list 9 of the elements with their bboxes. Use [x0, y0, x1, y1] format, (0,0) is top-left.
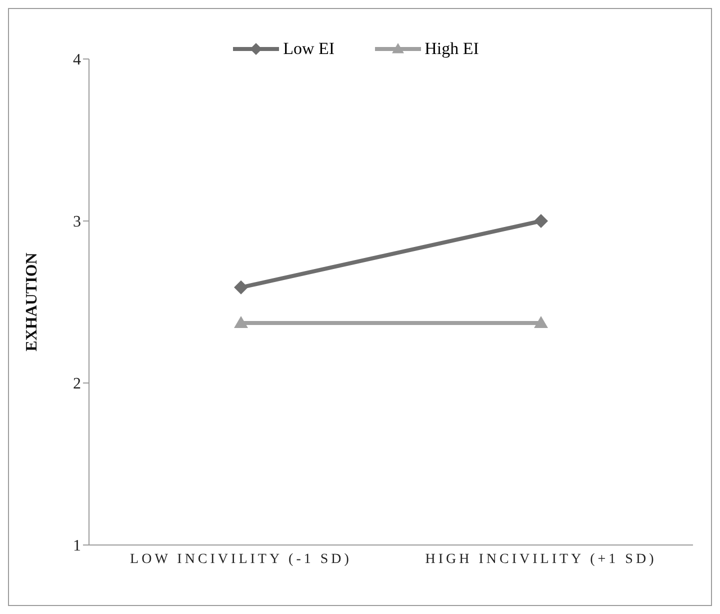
y-tick-label: 1	[73, 538, 81, 555]
legend-label: Low EI	[282, 39, 335, 59]
y-tick-label: 3	[73, 214, 81, 231]
legend-label: High EI	[424, 39, 479, 59]
y-axis-title: EXHAUTION	[24, 252, 41, 352]
y-tick-label: 4	[73, 52, 81, 69]
x-tick-label: HIGH INCIVILITY (+1 SD)	[425, 552, 657, 567]
y-tick-label: 2	[73, 376, 81, 393]
x-tick-label: LOW INCIVILITY (-1 SD)	[130, 552, 352, 567]
